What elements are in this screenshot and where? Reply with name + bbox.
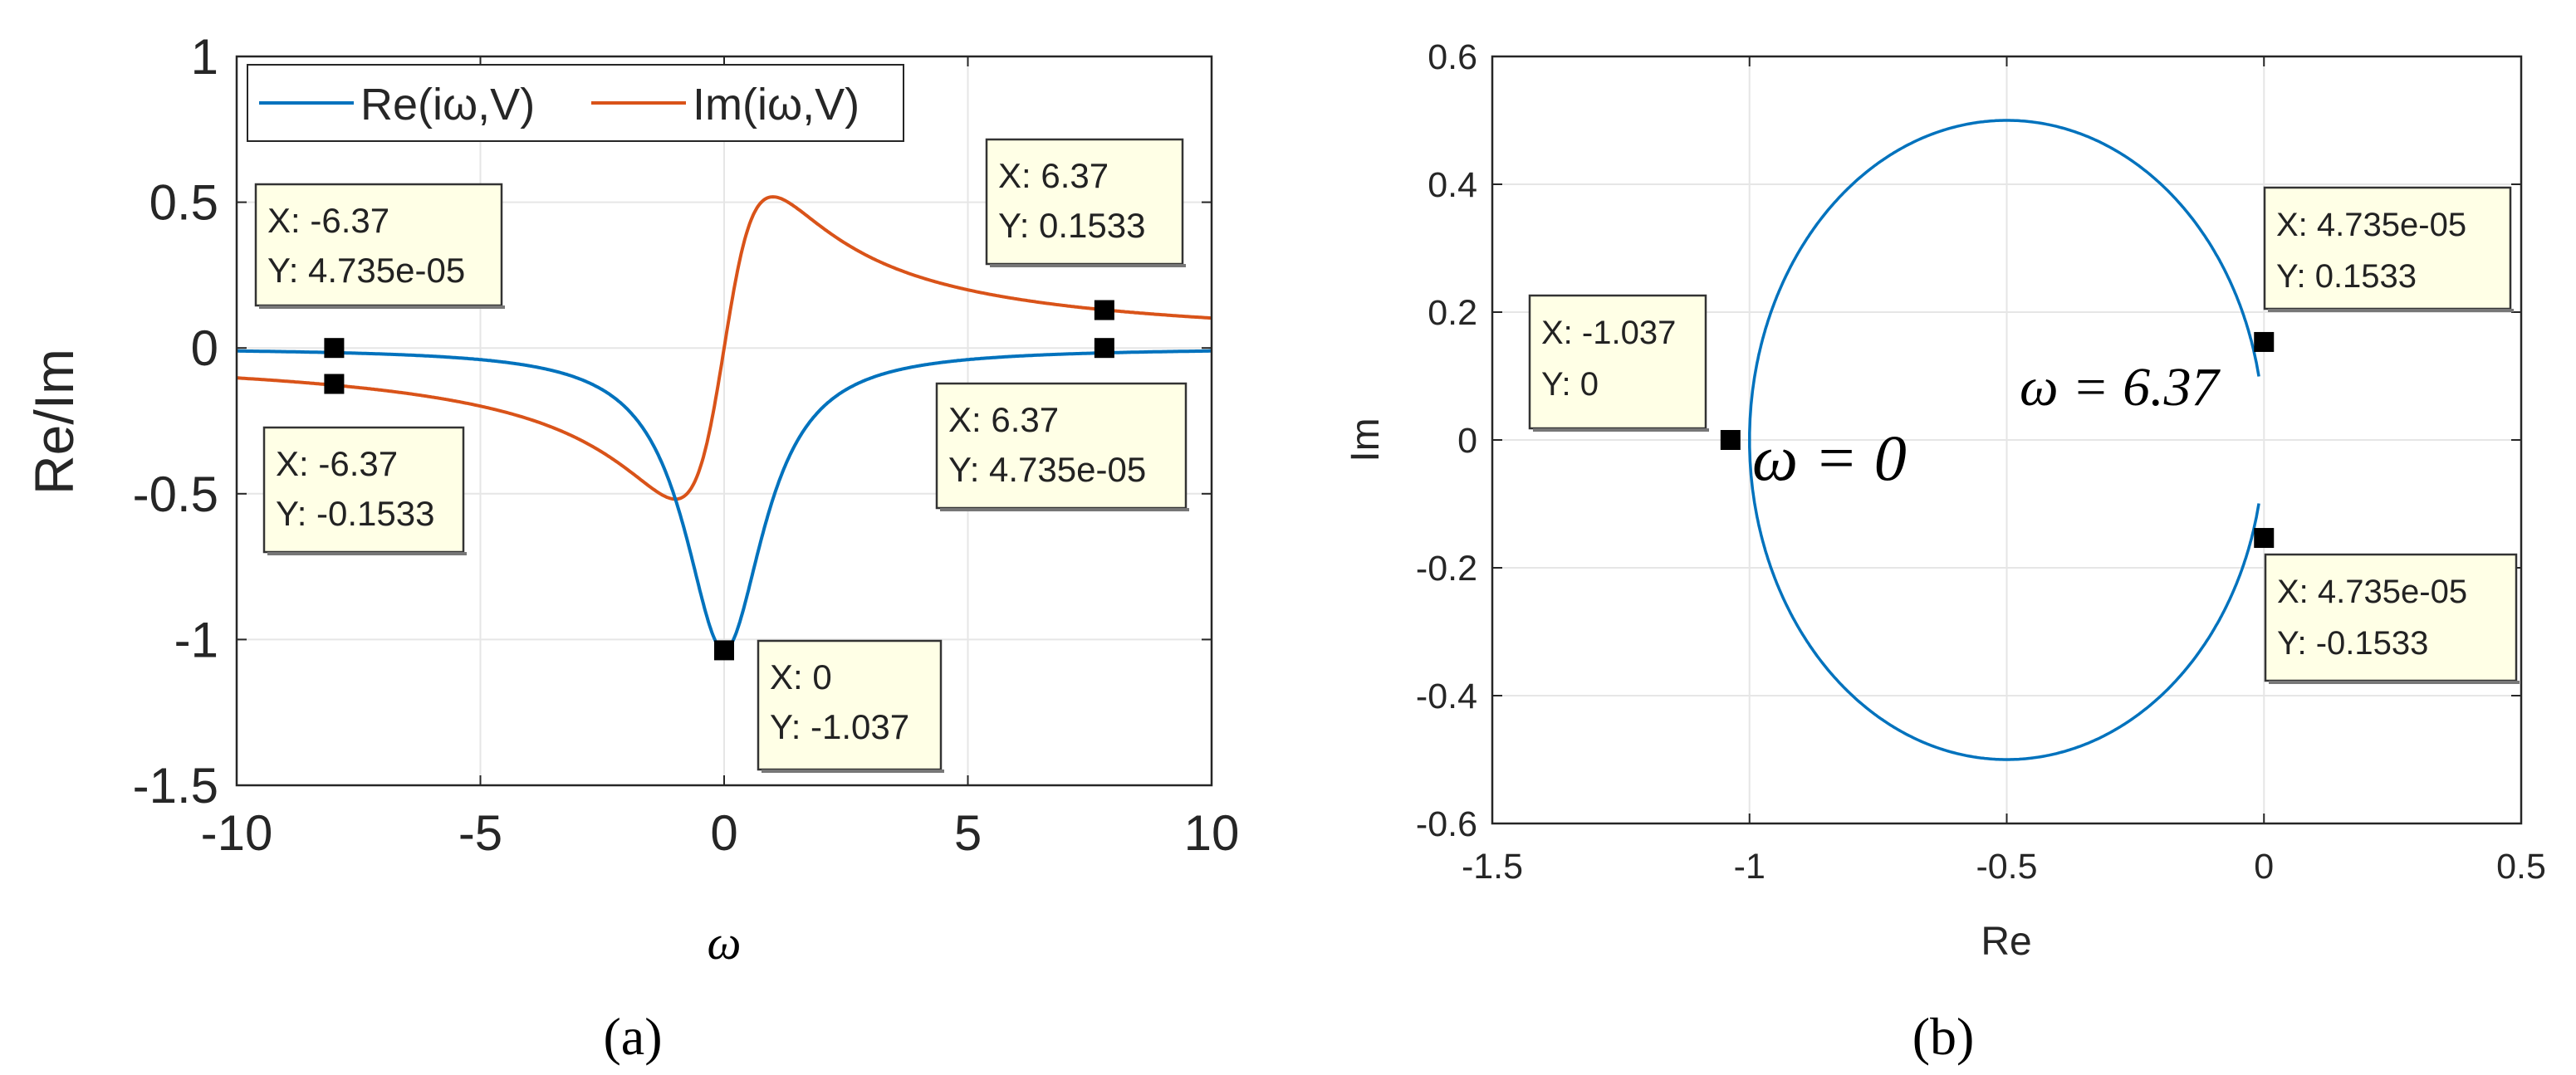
legend-label-re: Re(iω,V) [360, 80, 535, 129]
datatip-text: Y: -0.1533 [2277, 625, 2428, 662]
y-tick-label: -0.2 [1416, 549, 1477, 589]
datatip-text: X: -1.037 [1541, 315, 1676, 351]
y-tick-label: -1 [174, 612, 218, 667]
annotation-omega-637: ω = 6.37 [2020, 357, 2221, 418]
series-line-im [237, 195, 1212, 501]
datatip-shadow [990, 264, 1186, 267]
y-tick-label: 0 [191, 320, 218, 376]
datatip[interactable]: X: -6.37 Y: 4.735e-05 [254, 183, 505, 309]
annotation-omega-0: ω = 0 [1752, 422, 1907, 494]
legend-label-im: Im(iω,V) [693, 80, 859, 129]
datatip-text: X: 0 [770, 657, 832, 696]
datatip-marker[interactable] [1720, 430, 1741, 450]
y-tick-label: 0.6 [1428, 37, 1477, 77]
datatip-marker[interactable] [1094, 300, 1114, 320]
y-tick-label: 0 [1457, 421, 1477, 461]
datatip-shadow [762, 770, 944, 773]
y-ticks-a: -1.5 -1 -0.5 0 0.5 1 [133, 29, 1212, 814]
legend-box [247, 64, 904, 142]
datatip[interactable]: X: 4.735e-05 Y: -0.1533 [2264, 553, 2520, 684]
x-axis-label-a: ω [708, 916, 742, 970]
legend-a: Re(iω,V) Im(iω,V) [247, 64, 904, 142]
datatip-text: X: 6.37 [998, 156, 1109, 195]
datatip-text: Y: 0 [1541, 366, 1599, 403]
datatip-box [254, 183, 503, 307]
x-tick-label: 10 [1184, 805, 1240, 861]
datatip-text: Y: 4.735e-05 [948, 450, 1146, 489]
datatips-a: X: -6.37Y: 4.735e-05X: -6.37Y: -0.1533X:… [254, 138, 1189, 773]
x-tick-label: -0.5 [1976, 847, 2037, 887]
chart-b: -1.5 -1 -0.5 0 0.5 -0.6 -0.4 -0.2 0 0.2 0.4 0.6 Re… [1344, 37, 2546, 1066]
datatip-marker[interactable] [324, 338, 345, 359]
datatip-box [262, 426, 465, 554]
nyquist-upper [1748, 119, 2260, 440]
panel-label-b: (b) [1912, 1007, 1975, 1066]
x-ticks-b: -1.5 -1 -0.5 0 0.5 [1462, 56, 2546, 887]
nyquist-lower [1748, 440, 2260, 761]
y-tick-label: 1 [191, 29, 218, 85]
datatip-box [985, 138, 1184, 266]
datatip-text: Y: -1.037 [770, 707, 909, 746]
datatip-marker[interactable] [2254, 331, 2275, 352]
y-tick-label: -1.5 [133, 758, 218, 814]
y-tick-label: -0.6 [1416, 804, 1477, 844]
datatip-text: X: 4.735e-05 [2276, 207, 2466, 243]
datatip-text: Y: -0.1533 [276, 494, 434, 533]
datatip-box [757, 639, 943, 771]
datatip-text: X: 6.37 [948, 400, 1059, 439]
series-b [1748, 119, 2260, 761]
y-tick-label: 0.5 [149, 175, 218, 231]
datatip-text: Y: 0.1533 [2276, 258, 2417, 295]
y-ticks-b: -0.6 -0.4 -0.2 0 0.2 0.4 0.6 [1416, 37, 2521, 844]
datatip[interactable]: X: 0 Y: -1.037 [757, 639, 944, 773]
y-tick-label: 0.4 [1428, 165, 1477, 205]
datatip-text: Y: 4.735e-05 [267, 251, 465, 290]
datatip-marker[interactable] [2254, 528, 2275, 549]
y-axis-label-b: Im [1344, 418, 1388, 462]
datatip-shadow [259, 305, 505, 309]
datatip-box [1528, 294, 1707, 430]
datatip-shadow [267, 552, 467, 555]
y-tick-label: -0.5 [133, 467, 218, 522]
x-tick-label: -10 [201, 805, 273, 861]
datatip-shadow [1533, 428, 1709, 432]
y-tick-label: -0.4 [1416, 677, 1477, 716]
x-tick-label: 5 [954, 805, 982, 861]
x-axis-label-b: Re [1981, 920, 2031, 964]
datatip[interactable]: X: 4.735e-05 Y: 0.1533 [2263, 186, 2514, 312]
datatip-marker[interactable] [714, 640, 734, 661]
datatip-marker[interactable] [324, 374, 345, 394]
datatip-text: X: -6.37 [276, 444, 398, 483]
datatip-box [2264, 553, 2518, 682]
datatip-text: Y: 0.1533 [998, 206, 1146, 245]
y-tick-label: 0.2 [1428, 293, 1477, 333]
x-tick-label: 0.5 [2496, 847, 2546, 887]
datatip[interactable]: X: 6.37 Y: 0.1533 [985, 138, 1186, 267]
x-tick-label: 0 [710, 805, 737, 861]
datatip-text: X: 4.735e-05 [2277, 574, 2467, 610]
datatip-shadow [2269, 681, 2520, 684]
datatip-text: X: -6.37 [267, 201, 389, 240]
panel-label-a: (a) [603, 1007, 662, 1066]
x-ticks-a: -10 -5 0 5 10 [201, 56, 1240, 861]
y-axis-label-a: Re/Im [23, 349, 85, 495]
datatip[interactable]: X: -6.37 Y: -0.1533 [262, 426, 467, 555]
chart-a: -10 -5 0 5 10 -1.5 -1 -0.5 0 0.5 1 ω Re/Im Re(iω,… [23, 29, 1239, 1066]
x-tick-label: -5 [458, 805, 502, 861]
x-tick-label: 0 [2254, 847, 2274, 887]
datatip-box [935, 382, 1188, 510]
datatip-shadow [940, 508, 1189, 511]
datatip-shadow [2268, 309, 2514, 312]
datatip[interactable]: X: -1.037 Y: 0 [1528, 294, 1709, 432]
x-tick-label: -1 [1734, 847, 1765, 887]
x-tick-label: -1.5 [1462, 847, 1523, 887]
datatip[interactable]: X: 6.37 Y: 4.735e-05 [935, 382, 1189, 511]
datatip-marker[interactable] [1094, 338, 1114, 359]
